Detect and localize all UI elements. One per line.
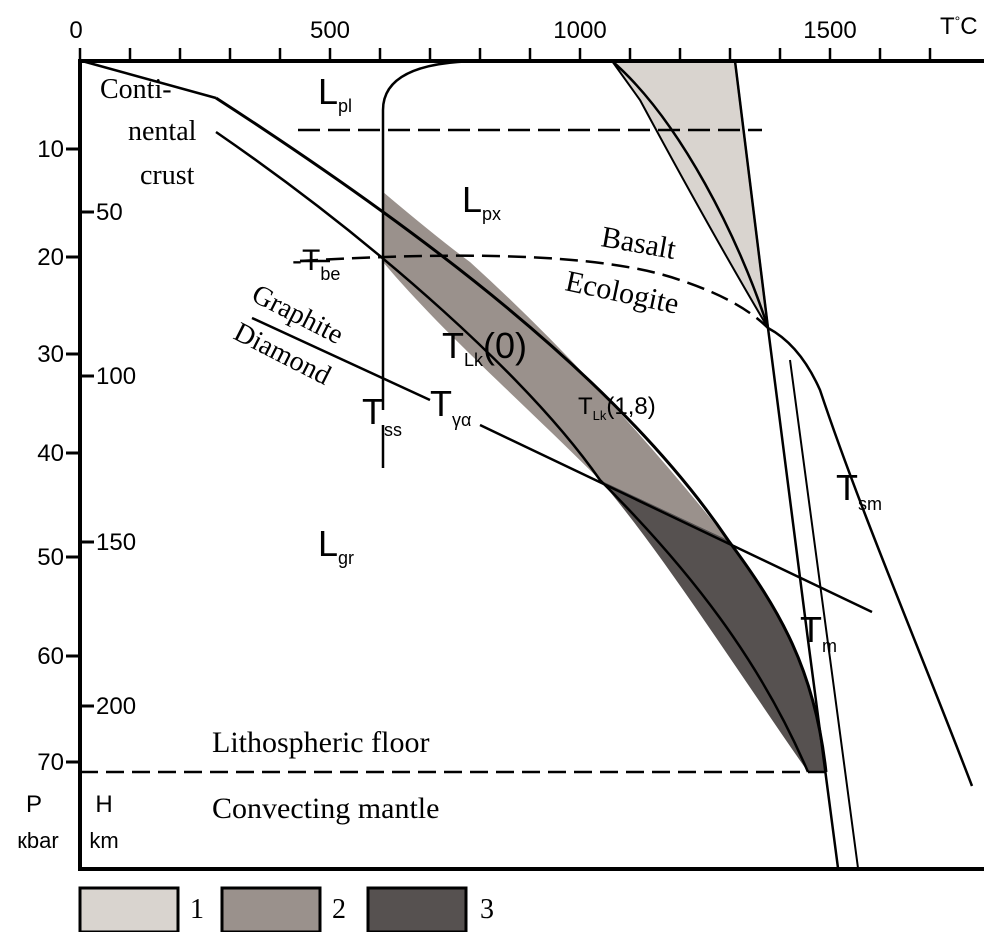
mantle-curve xyxy=(789,359,859,869)
p-tick-70: 70 xyxy=(37,749,64,776)
t-tick-500: 500 xyxy=(310,17,350,44)
crust-boundary xyxy=(81,59,217,100)
p-tick-20: 20 xyxy=(37,244,64,271)
legend-label-2: 2 xyxy=(332,894,346,925)
t-lk0-curve xyxy=(215,96,828,773)
t-ss-label: Tss xyxy=(362,391,402,440)
t-sm-label: Tsm xyxy=(836,467,882,514)
crust-label-1: Conti- xyxy=(100,74,172,105)
l-pl-label: Lpl xyxy=(318,71,352,116)
region-1-fill xyxy=(610,60,769,329)
t-tick-1500: 1500 xyxy=(803,17,856,44)
l-px-label: Lpx xyxy=(462,179,501,224)
convecting-mantle-label: Convecting mantle xyxy=(212,792,439,825)
legend-label-3: 3 xyxy=(480,894,494,925)
h-tick-150: 150 xyxy=(96,529,136,556)
t-unit-label: T°C xyxy=(940,13,978,40)
crust-label-2: nental xyxy=(128,116,197,147)
lower-curve xyxy=(215,130,810,773)
depth-axis-label: H xyxy=(95,791,112,818)
p-tick-40: 40 xyxy=(37,440,64,467)
legend-swatch-2 xyxy=(220,886,322,932)
l-gr-label: Lgr xyxy=(318,523,354,568)
temperature-axis-ticks xyxy=(78,48,932,61)
t-be-label: -Tbe xyxy=(292,244,340,284)
lithospheric-floor-label: Lithospheric floor xyxy=(212,726,429,759)
crust-label-3: crust xyxy=(140,160,195,191)
legend-swatch-1 xyxy=(78,886,180,932)
t-lk18-label: TLk(1,8) xyxy=(578,393,656,423)
p-tick-30: 30 xyxy=(37,341,64,368)
p-tick-50: 50 xyxy=(37,544,64,571)
basalt-label: Basalt xyxy=(599,220,679,266)
ecologite-label: Ecologite xyxy=(563,265,682,321)
graphite-diamond-line xyxy=(251,316,431,402)
p-tick-10: 10 xyxy=(37,136,64,163)
t-ga-line xyxy=(479,423,873,614)
region-1-left-curve xyxy=(611,60,770,329)
h-tick-100: 100 xyxy=(96,363,136,390)
t-tick-1000: 1000 xyxy=(553,17,606,44)
legend-label-1: 1 xyxy=(190,894,204,925)
basalt-ecologite-curve xyxy=(299,254,769,329)
pressure-axis-label: P xyxy=(26,791,42,818)
depth-axis-unit: km xyxy=(89,828,118,853)
h-tick-200: 200 xyxy=(96,693,136,720)
h-tick-50: 50 xyxy=(96,199,123,226)
legend: 1 2 3 xyxy=(78,886,494,932)
t-m-label: Tm xyxy=(800,609,837,656)
depth-axis-ticks xyxy=(80,210,94,708)
t-m-curve xyxy=(733,60,840,869)
region-3-fill xyxy=(600,480,826,772)
p-tick-60: 60 xyxy=(37,643,64,670)
pressure-axis-ticks xyxy=(66,147,80,764)
plot-frame xyxy=(78,59,984,871)
t-lk0-label: TLk(0) xyxy=(442,325,527,370)
t-ga-label: Tγα xyxy=(430,383,471,430)
pressure-axis-unit: кbar xyxy=(17,828,58,853)
t-tick-0: 0 xyxy=(69,17,82,44)
t-sm-curve xyxy=(767,326,974,787)
legend-swatch-3 xyxy=(366,886,468,932)
